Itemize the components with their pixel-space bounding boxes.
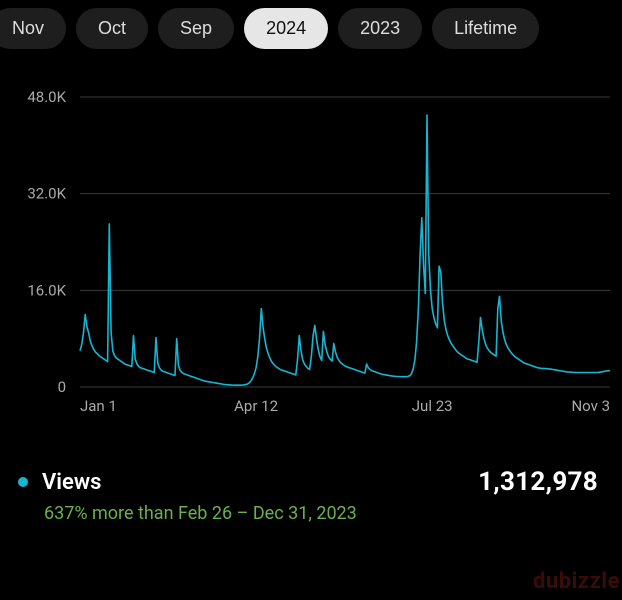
x-axis-label: Nov 3 [571,397,610,415]
time-tab-lifetime[interactable]: Lifetime [432,8,539,49]
views-metric-row: Views 1,312,978 [0,441,622,501]
metric-value: 1,312,978 [478,467,598,497]
time-tab-oct[interactable]: Oct [76,8,148,49]
x-axis-label: Jan 1 [80,397,117,415]
watermark: dubizzle [533,569,620,594]
y-axis-label: 48.0K [27,88,66,106]
delta-text: 637% more than Feb 26 – Dec 31, 2023 [0,501,622,524]
series-dot [18,477,28,487]
y-axis-label: 0 [58,378,66,396]
x-axis-label: Jul 23 [412,397,453,415]
x-axis-label: Apr 12 [234,397,278,415]
time-tab-sep[interactable]: Sep [158,8,234,49]
y-axis-label: 32.0K [27,185,66,203]
time-tab-2023[interactable]: 2023 [338,8,422,49]
metric-label: Views [42,470,101,495]
views-line-series [80,115,610,385]
time-tab-nov[interactable]: Nov [0,8,66,49]
time-tab-2024[interactable]: 2024 [244,8,328,49]
y-axis-label: 16.0K [27,281,66,299]
